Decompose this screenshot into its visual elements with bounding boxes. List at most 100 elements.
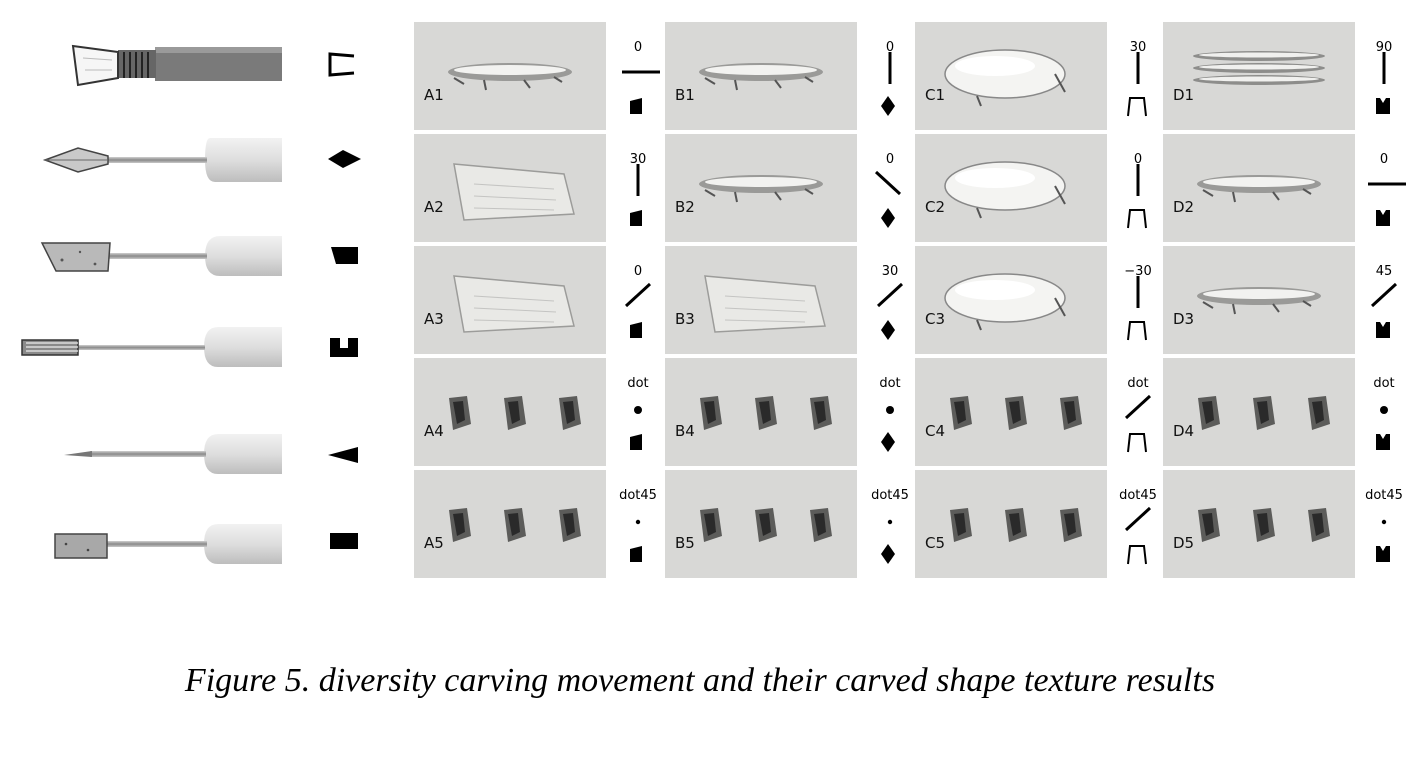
tool1-cross-section xyxy=(328,52,355,77)
result-panel-b4: B4 xyxy=(665,358,857,466)
result-panel-c3: C3 xyxy=(915,246,1107,354)
carving-angle-label: 30 xyxy=(629,152,647,167)
carved-texture-smooth-oval xyxy=(944,161,1066,219)
tool-shape-icon xyxy=(881,432,895,452)
carving-angle-label: 0 xyxy=(633,264,643,279)
tool-shape-icon xyxy=(1127,209,1147,229)
tool-shape-icon xyxy=(1376,546,1390,562)
movement-symbol xyxy=(862,470,918,587)
movement-symbol xyxy=(610,22,666,139)
carving-angle-label: 0 xyxy=(633,40,643,55)
carved-texture-groove xyxy=(1197,287,1321,315)
carved-texture-smooth-oval xyxy=(944,49,1066,107)
movement-symbol xyxy=(862,246,918,363)
carving-angle-label: dot45 xyxy=(619,488,657,503)
movement-symbol xyxy=(1110,22,1166,139)
panel-texture xyxy=(453,275,575,333)
movement-symbol xyxy=(610,134,666,251)
tool-shape-icon xyxy=(1376,434,1390,450)
panel-label: A1 xyxy=(424,86,444,104)
stroke-direction-icon xyxy=(1381,519,1387,525)
carved-texture-groove xyxy=(699,63,823,91)
stroke-direction-icon xyxy=(1380,406,1388,414)
carved-texture-dots xyxy=(1198,396,1330,430)
result-panel-c1: C1 xyxy=(915,22,1107,130)
stroke-direction-icon xyxy=(1124,506,1152,532)
movement-symbol xyxy=(862,358,918,475)
panel-texture xyxy=(448,63,572,91)
tool-skew-chisel xyxy=(40,236,282,276)
panel-label: D3 xyxy=(1173,310,1195,328)
panel-texture xyxy=(704,275,826,333)
movement-symbol xyxy=(610,358,666,475)
tool-forked-chisel xyxy=(21,327,282,367)
panel-label: B5 xyxy=(675,534,695,552)
tool-shape-icon xyxy=(881,96,895,116)
tool-needle-point xyxy=(64,434,282,474)
result-panel-a3: A3 xyxy=(414,246,606,354)
stroke-direction-icon xyxy=(886,406,894,414)
movement-symbol xyxy=(862,134,918,251)
panel-label: B3 xyxy=(675,310,695,328)
carved-texture-dots xyxy=(950,396,1082,430)
tool6-cross-section xyxy=(330,533,358,549)
stroke-direction-icon xyxy=(634,406,642,414)
carved-texture-smooth-oval xyxy=(944,273,1066,331)
panel-texture xyxy=(449,396,581,430)
panel-texture xyxy=(1197,287,1321,315)
carving-angle-label: −30 xyxy=(1124,264,1152,279)
carved-texture-groove xyxy=(699,175,823,203)
panel-texture xyxy=(453,163,575,221)
panel-label: D5 xyxy=(1173,534,1195,552)
movement-symbol xyxy=(610,246,666,363)
tool-shape-icon xyxy=(630,546,642,562)
movement-symbol xyxy=(610,470,666,587)
carving-angle-label: dot45 xyxy=(1365,488,1403,503)
result-panel-d2: D2 xyxy=(1163,134,1355,242)
result-panel-b5: B5 xyxy=(665,470,857,578)
tool-shape-icon xyxy=(1127,433,1147,453)
result-panel-a1: A1 xyxy=(414,22,606,130)
tool-shape-icon xyxy=(630,434,642,450)
result-panel-c2: C2 xyxy=(915,134,1107,242)
carving-angle-label: 0 xyxy=(885,40,895,55)
carving-angle-label: dot45 xyxy=(1119,488,1157,503)
result-panel-d4: D4 xyxy=(1163,358,1355,466)
carved-texture-dots xyxy=(449,396,581,430)
stroke-direction-icon xyxy=(624,282,652,308)
result-panel-d5: D5 xyxy=(1163,470,1355,578)
panel-label: A2 xyxy=(424,198,444,216)
carved-texture-dots xyxy=(700,508,832,542)
carving-angle-label: 30 xyxy=(1129,40,1147,55)
tool-shape-icon xyxy=(1376,98,1390,114)
carved-texture-dots xyxy=(1198,508,1330,542)
panel-texture xyxy=(944,273,1066,331)
figure-caption: Figure 5. diversity carving movement and… xyxy=(184,662,1216,699)
tool-shape-icon xyxy=(630,322,642,338)
movement-symbol xyxy=(1356,358,1412,475)
movement-symbol xyxy=(1356,22,1412,139)
carving-angle-label: 0 xyxy=(1379,152,1389,167)
panel-texture xyxy=(700,396,832,430)
result-panel-d1: D1 xyxy=(1163,22,1355,130)
tool-shape-icon xyxy=(881,320,895,340)
panel-texture xyxy=(950,508,1082,542)
movement-symbol xyxy=(1356,470,1412,587)
carved-texture-dots xyxy=(449,508,581,542)
carved-texture-multi-groove xyxy=(1193,51,1325,85)
tool-shape-icon xyxy=(1127,545,1147,565)
movement-symbol xyxy=(1356,134,1412,251)
stroke-direction-icon xyxy=(874,170,902,196)
result-panel-a2: A2 xyxy=(414,134,606,242)
panel-label: B4 xyxy=(675,422,695,440)
tool-diamond-point xyxy=(42,138,282,182)
panel-texture xyxy=(950,396,1082,430)
stroke-direction-icon xyxy=(1124,394,1152,420)
panel-label: D1 xyxy=(1173,86,1195,104)
panel-texture xyxy=(1198,508,1330,542)
result-panel-c4: C4 xyxy=(915,358,1107,466)
tool-shape-icon xyxy=(630,98,642,114)
result-panel-b2: B2 xyxy=(665,134,857,242)
movement-symbol xyxy=(862,22,918,139)
panel-texture xyxy=(1197,175,1321,203)
